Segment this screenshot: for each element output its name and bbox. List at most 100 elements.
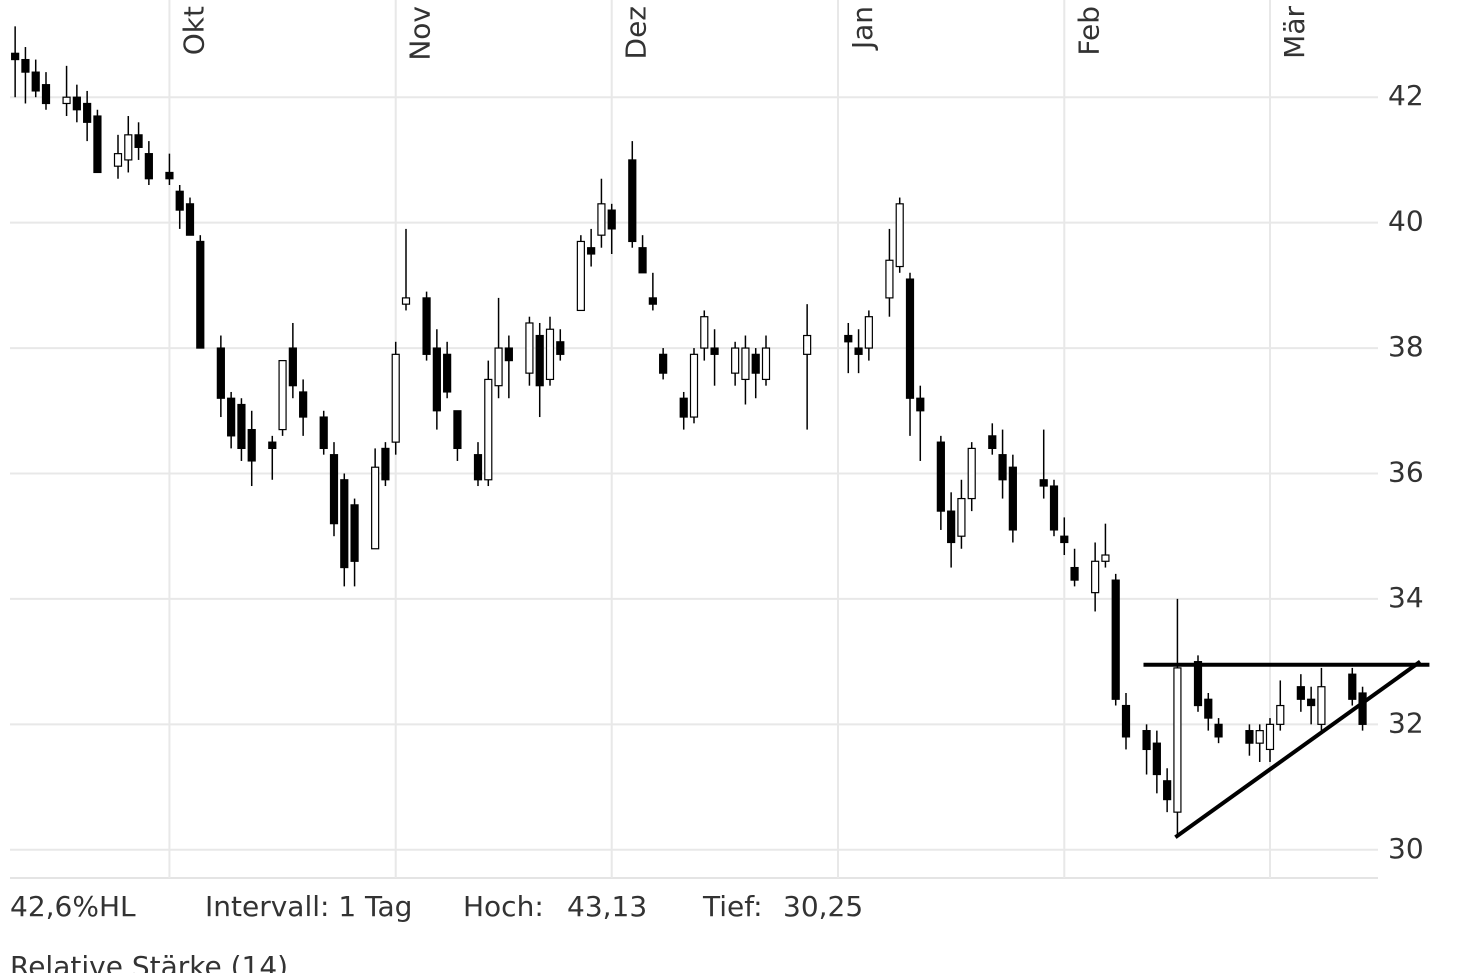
candle-body [885, 259, 894, 299]
candle-body [391, 353, 400, 443]
candle-body [689, 353, 699, 418]
candle-body [340, 479, 349, 569]
candle-body [628, 159, 637, 243]
candle-body [237, 403, 246, 450]
candle-body [1265, 723, 1275, 751]
x-tick-label: Dez [620, 6, 653, 59]
candle-body [21, 58, 30, 73]
trend-line [1174, 660, 1422, 839]
candle-body [535, 334, 544, 387]
candle-body [576, 240, 585, 312]
candle-body [473, 454, 483, 481]
candle-body [1173, 667, 1182, 813]
candle-body [1091, 560, 1100, 594]
candle-body [700, 316, 709, 349]
candle-body [134, 134, 143, 148]
candle-body [494, 347, 503, 387]
candle-body [41, 84, 51, 105]
candle-body [751, 353, 760, 374]
candle-body [545, 328, 555, 381]
range-label: 42,6%HL [10, 890, 136, 923]
candle-body [185, 203, 195, 236]
candle-body [1348, 673, 1357, 700]
x-tick-label: Jan [846, 6, 879, 51]
candle-body [1008, 466, 1017, 531]
low-label: Tief: [702, 890, 763, 923]
x-tick-label: Nov [404, 6, 437, 61]
candle-body [453, 410, 462, 450]
candle-body [1193, 661, 1203, 707]
y-tick-label: 38 [1388, 330, 1424, 363]
candle-body [196, 240, 205, 349]
candle-body [967, 447, 976, 500]
candle-body [1214, 723, 1223, 738]
candle-body [299, 391, 308, 418]
candle-body [525, 322, 534, 374]
candle-body [401, 297, 411, 305]
candle-body [1111, 579, 1120, 700]
candle-body [1070, 566, 1079, 581]
candle-body [844, 334, 853, 343]
candle-body [936, 441, 945, 512]
candle-body [741, 347, 750, 381]
candle-body [443, 353, 452, 393]
candle-body [175, 190, 184, 211]
candle-body [381, 447, 390, 481]
candle-body [638, 247, 647, 274]
y-tick-label: 36 [1388, 455, 1424, 488]
y-tick-label: 34 [1388, 581, 1424, 614]
candle-body [710, 347, 719, 355]
candle-body [895, 203, 904, 268]
candle-body [916, 397, 925, 412]
candle-body [607, 209, 616, 230]
x-tick-label: Feb [1072, 6, 1105, 56]
candle-body [1245, 730, 1254, 744]
candle-body [93, 115, 102, 174]
candle-body [350, 504, 359, 562]
candle-body [854, 347, 863, 355]
candle-body [905, 278, 915, 399]
candle-body [957, 497, 966, 537]
candle-body [1255, 730, 1264, 744]
y-tick-label: 32 [1388, 706, 1424, 739]
candle-body [659, 353, 668, 374]
candle-body [319, 416, 328, 450]
candle-body [72, 96, 81, 111]
candle-body [278, 360, 287, 431]
candle-body [803, 334, 812, 355]
y-tick-label: 40 [1388, 205, 1424, 238]
low-value: 30,25 [783, 890, 863, 923]
candle-body [432, 347, 441, 412]
candle-body [1358, 692, 1367, 725]
candle-body [247, 428, 256, 462]
candle-body [1307, 698, 1316, 707]
candle-body [165, 171, 174, 180]
interval-label: Intervall: 1 Tag [205, 890, 412, 923]
y-tick-label: 42 [1388, 79, 1424, 112]
candle-body [597, 203, 606, 236]
high-value: 43,13 [567, 890, 647, 923]
candle-body [329, 454, 339, 525]
candle-body [62, 96, 71, 105]
candle-body [11, 52, 20, 61]
candle-body [113, 153, 123, 167]
candle-body [124, 134, 133, 161]
candle-body [648, 297, 657, 305]
candle-body [1152, 742, 1161, 776]
candle-body [947, 510, 956, 544]
candle-body [288, 347, 297, 387]
candle-body [1121, 704, 1131, 738]
candle-body [731, 347, 740, 374]
candle-body [1317, 686, 1326, 725]
indicator-label: Relative Stärke (14) [10, 950, 288, 973]
candle-body [484, 378, 493, 481]
candle-body [1296, 686, 1305, 700]
candle-body [679, 397, 688, 418]
candle-body [1049, 485, 1059, 531]
high-label: Hoch: [463, 890, 544, 923]
candle-body [587, 247, 596, 255]
candle-body [144, 153, 153, 180]
x-tick-label: Okt [177, 6, 210, 55]
candle-body [227, 397, 236, 437]
candle-body [556, 341, 565, 355]
